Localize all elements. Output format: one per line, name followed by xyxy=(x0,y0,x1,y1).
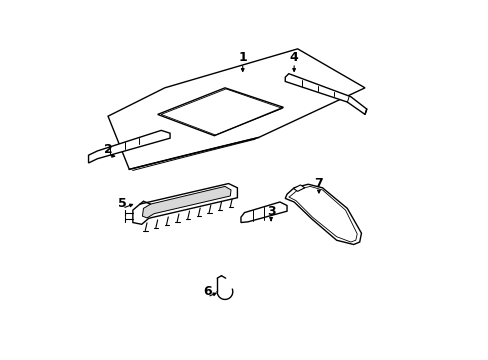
Text: 5: 5 xyxy=(118,197,126,210)
Polygon shape xyxy=(133,184,237,224)
Polygon shape xyxy=(88,130,170,163)
Text: 6: 6 xyxy=(203,285,211,298)
Polygon shape xyxy=(293,185,304,192)
Polygon shape xyxy=(285,184,361,244)
Text: 4: 4 xyxy=(289,51,298,64)
Text: 2: 2 xyxy=(103,143,112,156)
Polygon shape xyxy=(108,49,364,169)
Polygon shape xyxy=(241,202,286,222)
Text: 7: 7 xyxy=(314,177,323,190)
Polygon shape xyxy=(142,186,230,218)
Polygon shape xyxy=(285,74,366,114)
Text: 1: 1 xyxy=(238,51,246,64)
Text: 3: 3 xyxy=(266,206,275,219)
